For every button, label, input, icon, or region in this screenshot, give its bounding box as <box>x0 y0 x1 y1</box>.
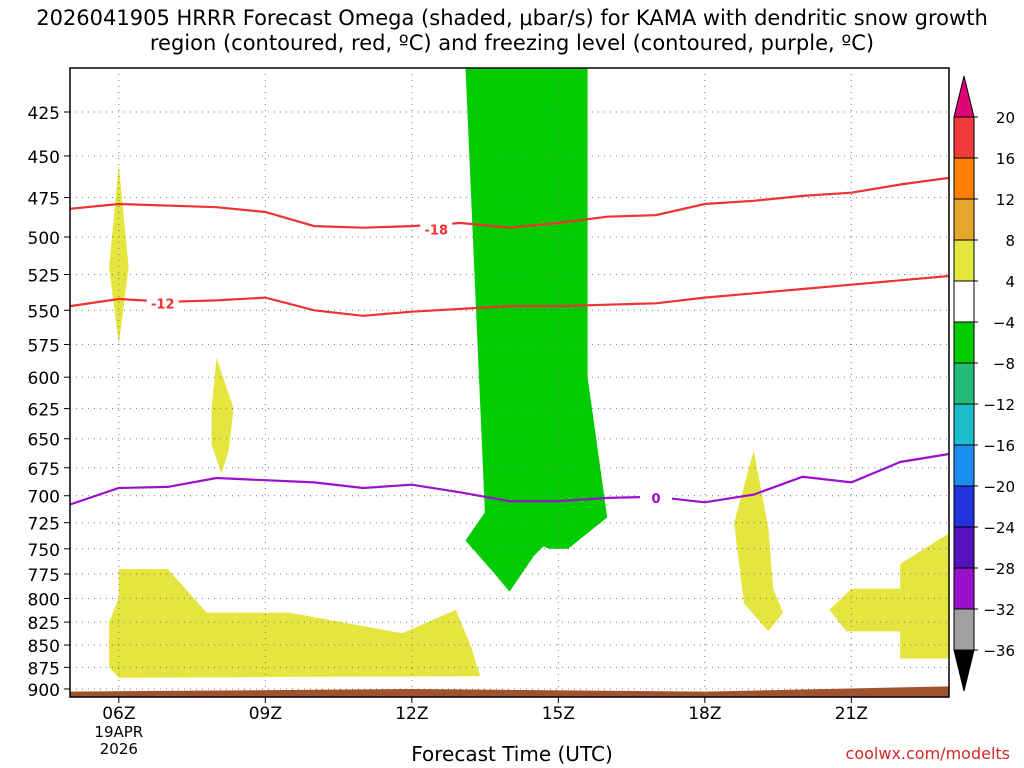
colorbar-swatch <box>953 280 975 323</box>
colorbar-label: 20 <box>996 109 1015 127</box>
colorbar-label: −28 <box>983 560 1015 578</box>
grid <box>64 68 949 703</box>
colorbar: 20 16 12 8 4 −4 −8 −12 −16 −20 −24 −28 −32 −36 <box>953 75 1015 692</box>
colorbar-swatch <box>953 321 975 364</box>
y-tick-label: 450 <box>28 148 60 168</box>
y-tick-label: 900 <box>28 681 60 701</box>
contour-line--18 <box>69 176 950 229</box>
y-tick-label: 475 <box>28 190 60 210</box>
y-tick-label: 775 <box>28 566 60 586</box>
contour-label-bg <box>146 295 179 312</box>
contour-line-0 <box>69 452 950 506</box>
shaded-region-4 <box>109 569 481 678</box>
colorbar-top-arrow <box>953 75 975 118</box>
x-tick-sublabel: 19APR <box>94 723 143 741</box>
colorbar-bottom-arrow <box>953 649 975 692</box>
y-tick-label: 575 <box>28 336 60 356</box>
colorbar-swatch <box>953 239 975 282</box>
colorbar-swatch <box>953 485 975 528</box>
colorbar-label: −24 <box>983 519 1015 537</box>
y-tick-label: 875 <box>28 659 60 679</box>
colorbar-label: −16 <box>983 437 1015 455</box>
contour-lines: -18 -12 0 <box>69 176 950 507</box>
x-tick-label: 18Z <box>688 704 721 724</box>
colorbar-label: −36 <box>983 642 1015 660</box>
x-tick-label: 09Z <box>249 704 282 724</box>
colorbar-label: 4 <box>1005 273 1015 291</box>
contour-label-bg <box>640 489 672 506</box>
colorbar-label: 8 <box>1005 232 1015 250</box>
x-tick-label: 12Z <box>395 704 428 724</box>
contour-label--18: -18 <box>425 223 449 238</box>
colorbar-swatch <box>953 403 975 446</box>
y-tick-label: 550 <box>28 302 60 322</box>
contour-label--12: -12 <box>151 297 175 312</box>
y-tick-label: 800 <box>28 590 60 610</box>
y-tick-label: 850 <box>28 637 60 657</box>
y-tick-label: 625 <box>28 401 60 421</box>
colorbar-swatch <box>953 608 975 651</box>
shaded-region-0 <box>465 68 608 549</box>
shaded-region-6 <box>829 533 949 659</box>
y-tick-label: 650 <box>28 431 60 451</box>
y-tick-label: 825 <box>28 614 60 634</box>
shaded-regions <box>70 68 949 697</box>
y-tick-label: 700 <box>28 488 60 508</box>
shaded-region-3 <box>465 501 559 592</box>
y-tick-label: 750 <box>28 541 60 561</box>
x-tick-label: 06Z <box>102 704 135 724</box>
colorbar-label: 16 <box>996 150 1015 168</box>
chart-title: 2026041905 HRRR Forecast Omega (shaded, … <box>36 6 988 55</box>
colorbar-swatch <box>953 567 975 610</box>
colorbar-label: −4 <box>993 314 1015 332</box>
y-axis-labels: 425 450 475 500 525 550 575 600 625 650 675 700 725 7… <box>28 104 60 701</box>
x-tick-sublabel: 2026 <box>100 740 138 758</box>
credit-link[interactable]: coolwx.com/modelts <box>845 744 1010 763</box>
shaded-region-7 <box>70 686 949 697</box>
colorbar-swatch <box>953 157 975 200</box>
contour-label-bg <box>420 221 453 238</box>
x-tick-label: 21Z <box>835 704 868 724</box>
colorbar-label: −20 <box>983 478 1015 496</box>
y-tick-label: 600 <box>28 369 60 389</box>
colorbar-label: −12 <box>983 396 1015 414</box>
colorbar-swatch <box>953 526 975 569</box>
x-tick-label: 15Z <box>542 704 575 724</box>
colorbar-swatch <box>953 362 975 405</box>
y-tick-label: 675 <box>28 460 60 480</box>
colorbar-label: −32 <box>983 601 1015 619</box>
contour-label-0: 0 <box>651 492 660 507</box>
y-tick-label: 500 <box>28 229 60 249</box>
colorbar-label: −8 <box>993 355 1015 373</box>
shaded-region-2 <box>211 357 234 474</box>
colorbar-swatch <box>953 116 975 159</box>
plot-frame <box>69 67 950 698</box>
y-tick-label: 725 <box>28 515 60 535</box>
y-tick-label: 425 <box>28 104 60 124</box>
x-axis-title: Forecast Time (UTC) <box>411 742 613 766</box>
contour-line--12 <box>69 274 950 317</box>
shaded-region-5 <box>734 450 783 632</box>
y-tick-label: 525 <box>28 267 60 287</box>
colorbar-label: 12 <box>996 191 1015 209</box>
colorbar-swatch <box>953 444 975 487</box>
colorbar-swatch <box>953 198 975 241</box>
